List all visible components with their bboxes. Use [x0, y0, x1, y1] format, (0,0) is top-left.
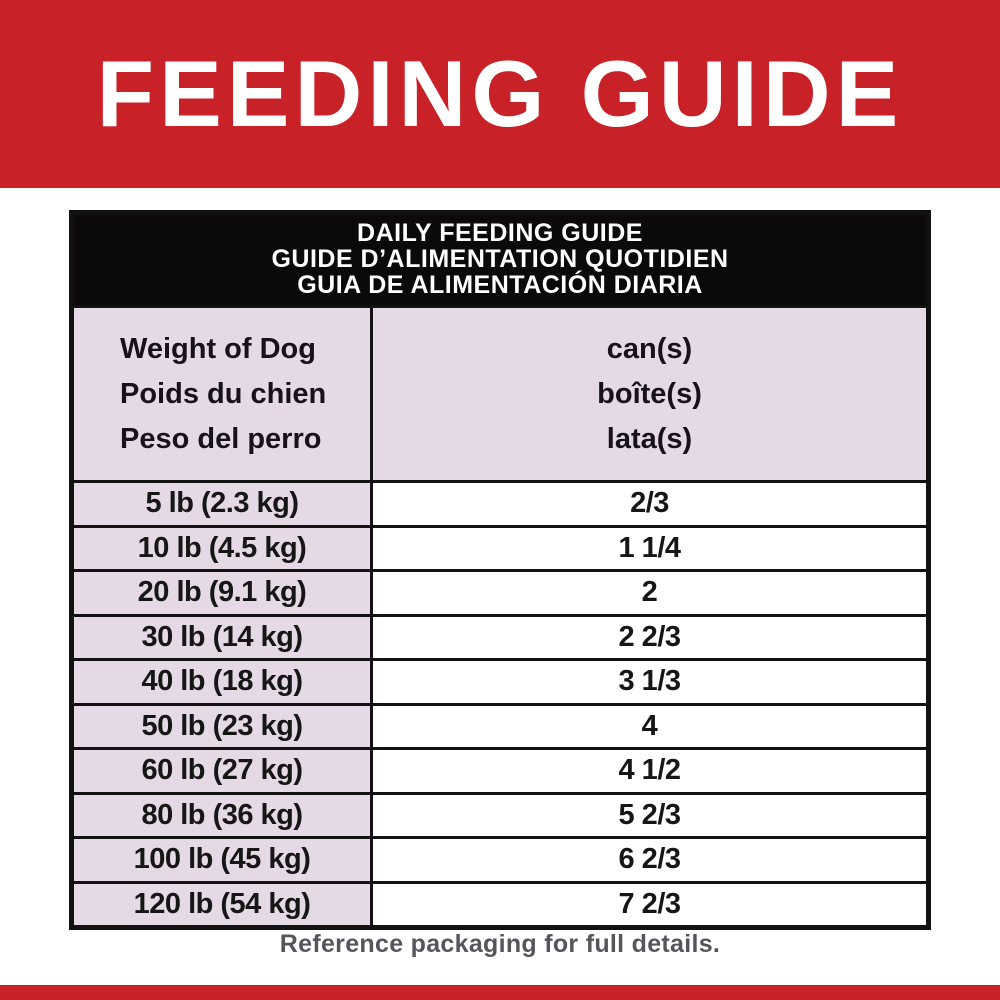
table-title-en: DAILY FEEDING GUIDE: [357, 219, 643, 247]
cans-cell: 4: [370, 702, 930, 750]
weight-cell: 5 lb (2.3 kg): [70, 480, 373, 528]
cans-cell: 4 1/2: [370, 747, 930, 795]
weight-header-es: Peso del perro: [120, 422, 322, 455]
bottom-red-strip: [0, 985, 1000, 1000]
cans-cell: 7 2/3: [370, 880, 930, 929]
weight-cell: 120 lb (54 kg): [70, 880, 373, 929]
weight-header-en: Weight of Dog: [120, 332, 316, 365]
table-row: 120 lb (54 kg) 7 2/3: [70, 880, 930, 929]
weight-cell: 20 lb (9.1 kg): [70, 569, 373, 617]
cans-cell: 1 1/4: [370, 524, 930, 572]
weight-cell: 100 lb (45 kg): [70, 836, 373, 884]
cans-header-fr: boîte(s): [597, 377, 702, 410]
table-row: 20 lb (9.1 kg) 2: [70, 569, 930, 617]
weight-cell: 60 lb (27 kg): [70, 747, 373, 795]
cans-cell: 2 2/3: [370, 613, 930, 661]
weight-cell: 40 lb (18 kg): [70, 658, 373, 706]
weight-cell: 80 lb (36 kg): [70, 791, 373, 839]
table-row: 80 lb (36 kg) 5 2/3: [70, 791, 930, 839]
table-row: 40 lb (18 kg) 3 1/3: [70, 658, 930, 706]
cans-cell: 3 1/3: [370, 658, 930, 706]
cans-cell: 5 2/3: [370, 791, 930, 839]
feeding-guide-banner: FEEDING GUIDE: [0, 0, 1000, 188]
cans-column-header: can(s) boîte(s) lata(s): [370, 305, 930, 483]
table-row: 30 lb (14 kg) 2 2/3: [70, 613, 930, 661]
weight-column-header: Weight of Dog Poids du chien Peso del pe…: [70, 305, 373, 483]
cans-header-es: lata(s): [606, 422, 693, 455]
weight-cell: 50 lb (23 kg): [70, 702, 373, 750]
weight-cell: 30 lb (14 kg): [70, 613, 373, 661]
daily-feeding-guide-table: DAILY FEEDING GUIDE GUIDE D’ALIMENTATION…: [69, 210, 931, 930]
table-title-band: DAILY FEEDING GUIDE GUIDE D’ALIMENTATION…: [71, 212, 929, 307]
cans-cell: 6 2/3: [370, 836, 930, 884]
column-header-row: Weight of Dog Poids du chien Peso del pe…: [70, 305, 930, 483]
footer-note: Reference packaging for full details.: [279, 930, 721, 958]
cans-header-en: can(s): [606, 332, 693, 365]
table-row: 60 lb (27 kg) 4 1/2: [70, 747, 930, 795]
table-row: 5 lb (2.3 kg) 2/3: [70, 480, 930, 528]
table-title-fr: GUIDE D’ALIMENTATION QUOTIDIEN: [271, 245, 729, 273]
table-row: 10 lb (4.5 kg) 1 1/4: [70, 524, 930, 572]
table-row: 50 lb (23 kg) 4: [70, 702, 930, 750]
table-row: 100 lb (45 kg) 6 2/3: [70, 836, 930, 884]
cans-cell: 2/3: [370, 480, 930, 528]
banner-title: FEEDING GUIDE: [96, 41, 904, 146]
weight-header-fr: Poids du chien: [120, 377, 327, 410]
cans-cell: 2: [370, 569, 930, 617]
table-title-row: DAILY FEEDING GUIDE GUIDE D’ALIMENTATION…: [71, 212, 929, 307]
weight-cell: 10 lb (4.5 kg): [70, 524, 373, 572]
feeding-table: DAILY FEEDING GUIDE GUIDE D’ALIMENTATION…: [69, 210, 931, 930]
table-title-es: GUIA DE ALIMENTACIÓN DIARIA: [297, 271, 703, 299]
